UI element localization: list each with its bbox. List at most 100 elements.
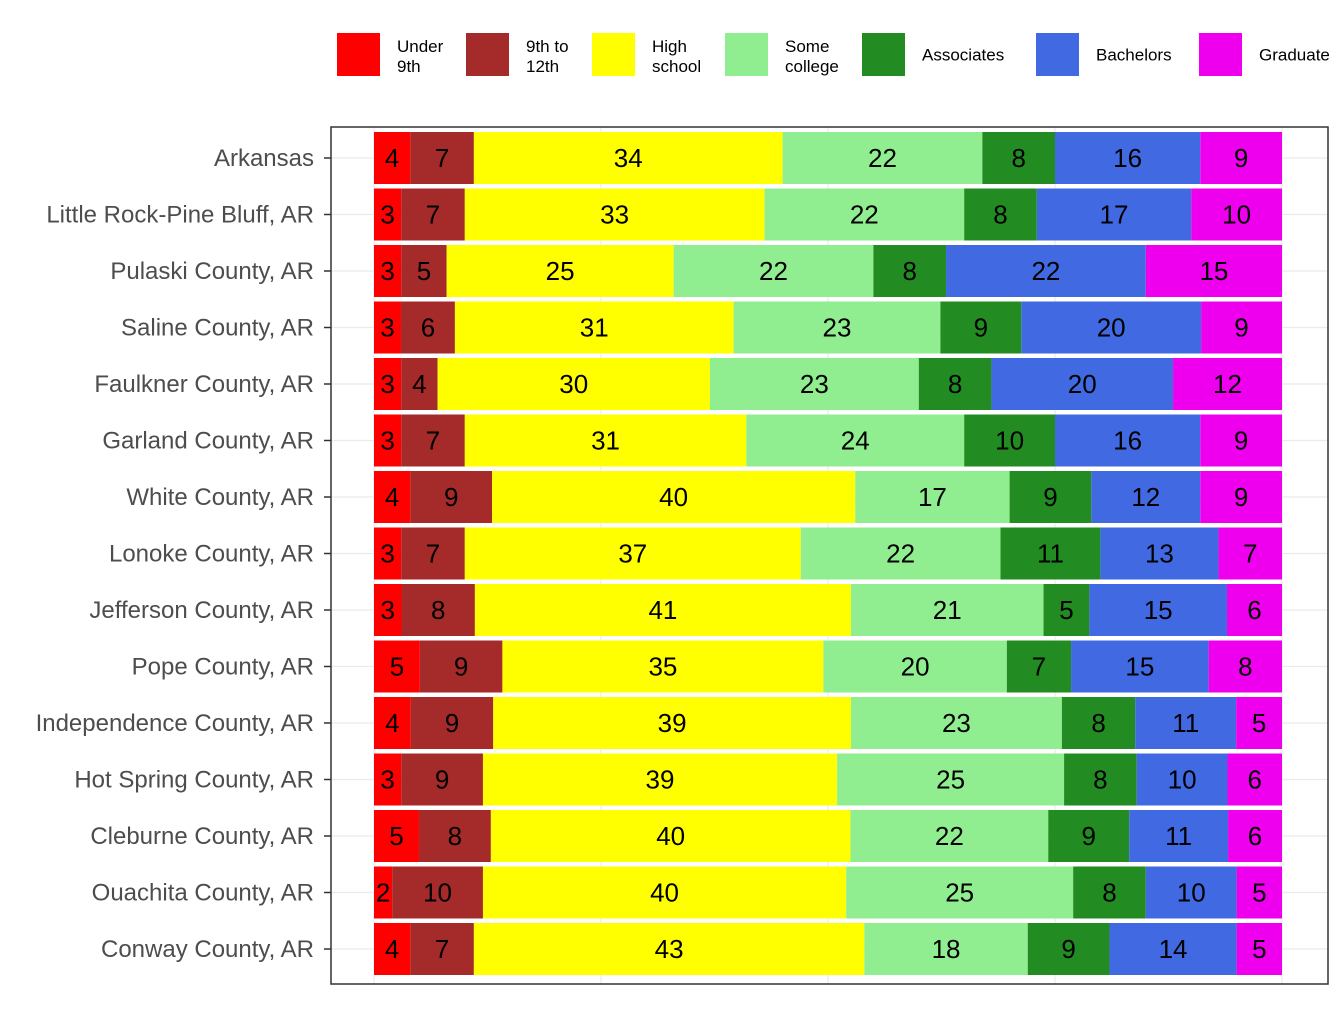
bar-segment xyxy=(374,584,402,636)
segment-value-label: 7 xyxy=(426,539,440,569)
segment-value-label: 8 xyxy=(1091,708,1105,738)
segment-value-label: 5 xyxy=(389,821,403,851)
bar-segment xyxy=(374,923,411,975)
bar-segment xyxy=(437,358,710,410)
segment-value-label: 31 xyxy=(580,313,609,343)
segment-value-label: 22 xyxy=(868,143,897,173)
segment-value-label: 39 xyxy=(658,708,687,738)
segment-value-label: 9 xyxy=(444,482,458,512)
bar-segment xyxy=(374,527,402,580)
bar-segment xyxy=(401,188,465,241)
segment-value-label: 39 xyxy=(646,765,675,795)
bar-segment xyxy=(401,527,465,580)
segment-value-label: 40 xyxy=(656,821,685,851)
bar-segment xyxy=(374,697,411,749)
panel-border xyxy=(330,126,1329,985)
bar-segment xyxy=(473,132,783,184)
segment-value-label: 9 xyxy=(1061,934,1075,964)
bar-segment xyxy=(673,245,874,297)
legend-item: High school xyxy=(592,33,701,76)
bar-segment xyxy=(482,753,838,806)
segment-value-label: 5 xyxy=(1059,595,1073,625)
bar-segment xyxy=(846,866,1074,919)
segment-value-label: 8 xyxy=(948,369,962,399)
bar-segment xyxy=(1055,414,1201,467)
segment-value-label: 33 xyxy=(600,200,629,230)
segment-value-label: 8 xyxy=(448,821,462,851)
segment-value-label: 3 xyxy=(380,765,394,795)
segment-value-label: 9 xyxy=(1234,143,1248,173)
segment-value-label: 12 xyxy=(1131,482,1160,512)
bar-segment xyxy=(1021,301,1202,354)
segment-value-label: 6 xyxy=(1247,595,1261,625)
segment-value-label: 25 xyxy=(936,765,965,795)
bar-segment xyxy=(1173,358,1282,410)
segment-value-label: 10 xyxy=(995,426,1024,456)
y-tick-label: Jefferson County, AR xyxy=(89,597,314,624)
bar-segment xyxy=(473,923,865,975)
segment-value-label: 9 xyxy=(1234,426,1248,456)
bar-segment xyxy=(864,923,1028,975)
bar-segment xyxy=(418,810,491,862)
bar-segment xyxy=(850,584,1044,636)
bar-segment xyxy=(1200,132,1282,184)
segment-value-label: 9 xyxy=(1234,482,1248,512)
y-tick-label: Faulkner County, AR xyxy=(94,371,314,398)
bar-segment xyxy=(1000,527,1101,580)
bar-segment xyxy=(1228,810,1282,862)
bar-segment xyxy=(374,753,402,806)
segment-labels: 4 7 34 22 8 16 93 7 33 22 8 17 103 5 25 22 8 22 153 6 31 23 9 2… xyxy=(376,143,1267,964)
bar-segment xyxy=(401,358,438,410)
bar-segment xyxy=(1135,697,1237,749)
segment-value-label: 14 xyxy=(1159,934,1188,964)
bar-segment xyxy=(1071,640,1209,693)
y-tick-label: White County, AR xyxy=(126,484,314,511)
bar-segment xyxy=(1129,810,1229,862)
bar-segment xyxy=(482,866,847,919)
bar-segment xyxy=(446,245,674,297)
bar-segment xyxy=(401,414,465,467)
segment-value-label: 15 xyxy=(1144,595,1173,625)
bar-segment xyxy=(1218,527,1282,580)
bar-segment xyxy=(918,358,992,410)
segment-value-label: 17 xyxy=(1100,200,1129,230)
segment-value-label: 9 xyxy=(435,765,449,795)
bar-segment xyxy=(709,358,919,410)
legend-key xyxy=(592,33,635,76)
y-tick-label: Pulaski County, AR xyxy=(110,258,314,285)
segment-value-label: 5 xyxy=(417,256,431,286)
bar-segment xyxy=(1048,810,1130,862)
bar-segment xyxy=(492,471,856,523)
bar-segment xyxy=(374,640,420,693)
legend-label: 9th to 12th xyxy=(526,37,569,76)
bar-segment xyxy=(1109,923,1237,975)
segment-value-label: 30 xyxy=(559,369,588,399)
segment-value-label: 6 xyxy=(1248,765,1262,795)
segment-value-label: 16 xyxy=(1113,426,1142,456)
bar-segment xyxy=(746,414,965,467)
segment-value-label: 8 xyxy=(1102,878,1116,908)
segment-value-label: 4 xyxy=(385,934,399,964)
bar-segment xyxy=(502,640,824,693)
y-tick-label: Ouachita County, AR xyxy=(92,880,314,907)
legend-key xyxy=(725,33,768,76)
segment-value-label: 9 xyxy=(1081,821,1095,851)
bar-segment xyxy=(490,810,851,862)
bar-segment xyxy=(410,471,493,523)
bar-segment xyxy=(401,245,447,297)
segment-value-label: 35 xyxy=(648,652,677,682)
legend-label: Under 9th xyxy=(397,37,444,76)
segment-value-label: 7 xyxy=(1243,539,1257,569)
bar-segment xyxy=(873,245,947,297)
legend-label: Some college xyxy=(785,37,839,76)
bar-segment xyxy=(800,527,1001,580)
segment-value-label: 18 xyxy=(932,934,961,964)
legend-item: Some college xyxy=(725,33,839,76)
segment-value-label: 20 xyxy=(901,652,930,682)
segment-value-label: 4 xyxy=(412,369,426,399)
segment-value-label: 20 xyxy=(1097,313,1126,343)
y-tick-label: Little Rock-Pine Bluff, AR xyxy=(46,202,314,229)
bar-segment xyxy=(493,697,851,749)
segment-value-label: 8 xyxy=(1238,652,1252,682)
